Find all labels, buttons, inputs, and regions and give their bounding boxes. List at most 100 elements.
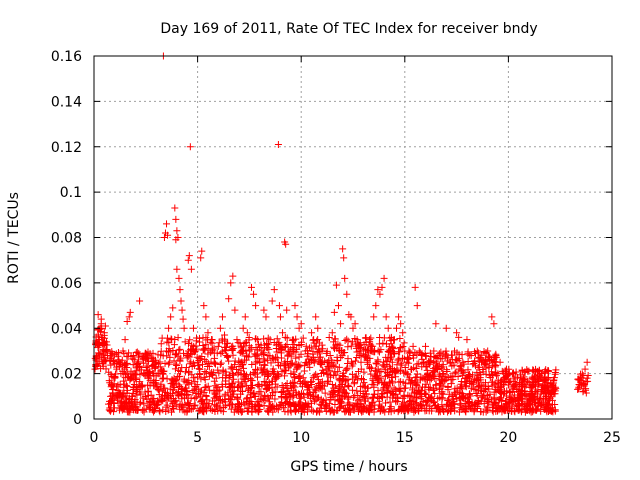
data-point [325, 364, 333, 372]
data-point [356, 403, 364, 411]
data-point [290, 340, 298, 348]
data-point [470, 385, 478, 393]
data-point [331, 345, 339, 353]
data-point [534, 386, 542, 394]
data-point [395, 313, 403, 321]
data-point [188, 371, 196, 379]
data-point [278, 394, 286, 402]
data-point [295, 324, 303, 332]
data-point [301, 359, 309, 367]
data-point [253, 366, 261, 374]
y-tick-label: 0.06 [51, 276, 82, 292]
data-point [246, 388, 254, 396]
data-point [413, 370, 421, 378]
data-point [380, 274, 388, 282]
data-point [351, 357, 359, 365]
data-point [361, 353, 369, 361]
data-point [282, 382, 290, 390]
data-point [308, 329, 316, 337]
data-point [265, 340, 273, 348]
data-point [178, 385, 186, 393]
data-point [347, 313, 355, 321]
data-point [191, 401, 199, 409]
data-point [287, 370, 295, 378]
data-point [501, 397, 509, 405]
data-point [413, 389, 421, 397]
x-tick-label: 0 [90, 430, 99, 446]
data-point [148, 406, 156, 414]
data-point [394, 356, 402, 364]
data-point [451, 400, 459, 408]
data-point [101, 322, 109, 330]
data-point [164, 231, 172, 239]
data-point [357, 352, 365, 360]
data-point [366, 365, 374, 373]
data-point [356, 395, 364, 403]
data-point [341, 274, 349, 282]
data-point [217, 406, 225, 414]
data-point [348, 370, 356, 378]
data-point [215, 339, 223, 347]
data-point [328, 380, 336, 388]
data-point [249, 381, 257, 389]
data-point [382, 399, 390, 407]
data-point [164, 406, 172, 414]
data-point [468, 402, 476, 410]
data-point [262, 386, 270, 394]
data-point [205, 372, 213, 380]
data-point [149, 397, 157, 405]
data-point [417, 390, 425, 398]
data-point [541, 369, 549, 377]
data-point [390, 407, 398, 415]
data-point [523, 366, 531, 374]
data-point [351, 373, 359, 381]
data-point [442, 375, 450, 383]
y-tick-label: 0.14 [51, 94, 82, 110]
data-point [521, 383, 529, 391]
data-point [282, 240, 290, 248]
data-point [326, 373, 334, 381]
data-point [403, 405, 411, 413]
data-point [228, 347, 236, 355]
data-point [436, 379, 444, 387]
data-point [219, 383, 227, 391]
data-point [165, 345, 173, 353]
data-point [579, 372, 587, 380]
data-point [126, 376, 134, 384]
data-point [490, 320, 498, 328]
data-point [181, 338, 189, 346]
data-point [153, 384, 161, 392]
data-point [290, 347, 298, 355]
data-point [313, 383, 321, 391]
data-point [166, 353, 174, 361]
data-point [213, 349, 221, 357]
data-point [176, 357, 184, 365]
data-point [247, 344, 255, 352]
data-point [429, 398, 437, 406]
data-point [337, 320, 345, 328]
data-point [314, 324, 322, 332]
data-point [491, 361, 499, 369]
data-point [204, 359, 212, 367]
data-point [292, 354, 300, 362]
data-point [123, 369, 131, 377]
data-point [312, 396, 320, 404]
data-point [490, 388, 498, 396]
data-point [441, 376, 449, 384]
data-point [218, 313, 226, 321]
data-point [403, 370, 411, 378]
data-point [167, 313, 175, 321]
data-point [125, 313, 133, 321]
data-point [136, 400, 144, 408]
data-point [443, 357, 451, 365]
data-point [383, 393, 391, 401]
data-point [201, 384, 209, 392]
data-point [536, 396, 544, 404]
data-point [401, 402, 409, 410]
data-point [107, 380, 115, 388]
data-point [399, 329, 407, 337]
data-point [322, 404, 330, 412]
data-point [126, 308, 134, 316]
data-point [349, 393, 357, 401]
data-point [170, 357, 178, 365]
